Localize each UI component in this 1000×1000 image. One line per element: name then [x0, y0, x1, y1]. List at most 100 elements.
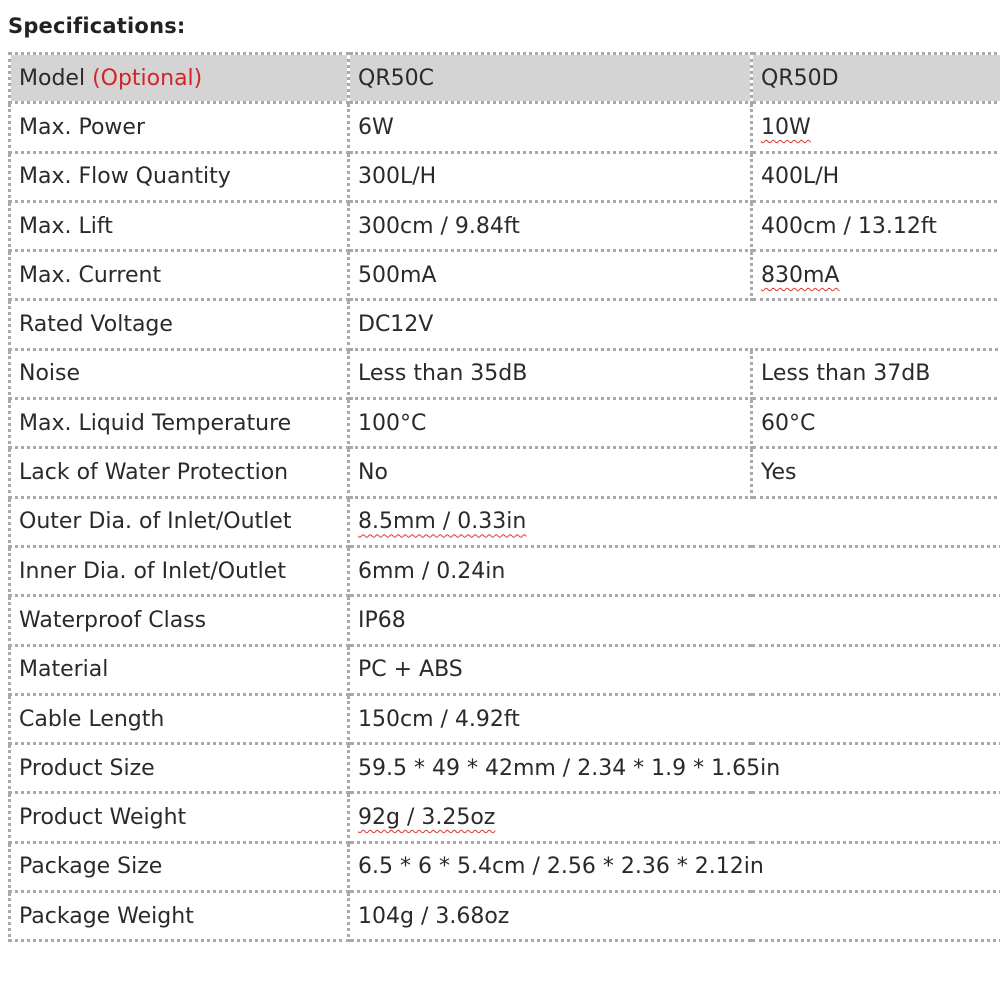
page-title: Specifications: — [8, 14, 186, 38]
spec-value-qr50c-text: 6W — [358, 114, 394, 140]
table-row: Cable Length 150cm / 4.92ft — [8, 692, 1000, 746]
spec-value: IP68 — [347, 594, 1000, 647]
spec-value-qr50d-text: 400L/H — [761, 164, 840, 190]
spec-value-qr50c-text: Less than 35dB — [358, 361, 528, 387]
table-row: Inner Dia. of Inlet/Outlet 6mm / 0.24in — [8, 544, 1000, 598]
spec-value-qr50c-text: 500mA — [358, 262, 437, 288]
spec-value-qr50c: No — [347, 446, 753, 499]
spec-label-text: Lack of Water Protection — [19, 460, 289, 486]
spec-label-text: Product Weight — [19, 805, 187, 831]
spec-label-text: Max. Flow Quantity — [19, 164, 231, 190]
optional-note: (Optional) — [92, 65, 203, 91]
spec-value-text: 92g / 3.25oz — [358, 805, 496, 831]
spec-label: Product Size — [8, 742, 350, 795]
spec-value-qr50c: Less than 35dB — [347, 347, 753, 401]
spec-value-text: 104g / 3.68oz — [358, 903, 510, 929]
spec-label-text: Rated Voltage — [19, 312, 173, 338]
spec-value-qr50d-text: 400cm / 13.12ft — [761, 213, 937, 239]
table-row: Rated Voltage DC12V — [8, 298, 1000, 351]
table-row: Max. Current 500mA 830mA — [8, 249, 1000, 302]
spec-value-qr50d-text: 830mA — [761, 262, 840, 288]
spec-label-text: Inner Dia. of Inlet/Outlet — [19, 558, 286, 584]
spec-value: 59.5 * 49 * 42mm / 2.34 * 1.9 * 1.65in — [347, 742, 1000, 795]
spec-value-text: 150cm / 4.92ft — [358, 706, 520, 732]
spec-label: Max. Power — [8, 101, 350, 154]
spec-label-text: Max. Lift — [19, 213, 113, 239]
spec-value-qr50c: 300L/H — [347, 150, 753, 203]
spec-value: 6mm / 0.24in — [347, 544, 1000, 598]
spec-label: Max. Liquid Temperature — [8, 397, 350, 450]
spec-value: PC + ABS — [347, 643, 1000, 696]
spec-value-qr50d-text: Yes — [761, 460, 797, 486]
table-row: Max. Power 6W 10W — [8, 101, 1000, 154]
spec-value-qr50d: 60°C — [750, 397, 1000, 450]
spec-value-qr50c-text: No — [358, 460, 388, 486]
spec-label-text: Package Weight — [19, 903, 194, 929]
spec-value-qr50c: 6W — [347, 101, 753, 154]
spec-value: DC12V — [347, 298, 1000, 351]
spec-value-qr50d-text: Less than 37dB — [761, 361, 931, 387]
spec-label: Waterproof Class — [8, 594, 350, 647]
spec-label: Material — [8, 643, 350, 696]
spec-label-text: Max. Power — [19, 114, 145, 140]
spec-value-qr50d-text: 60°C — [761, 410, 816, 436]
spec-label: Max. Current — [8, 249, 350, 302]
spec-label: Inner Dia. of Inlet/Outlet — [8, 544, 350, 598]
table-row: Outer Dia. of Inlet/Outlet 8.5mm / 0.33in — [8, 495, 1000, 548]
spec-label-text: Max. Current — [19, 262, 162, 288]
spec-value-qr50c: 100°C — [347, 397, 753, 450]
table-row: Noise Less than 35dB Less than 37dB — [8, 347, 1000, 401]
spec-value: 8.5mm / 0.33in — [347, 495, 1000, 548]
table-row: Package Weight 104g / 3.68oz — [8, 890, 1000, 943]
spec-label-text: Noise — [19, 361, 81, 387]
spec-label: Rated Voltage — [8, 298, 350, 351]
header-model: Model (Optional) — [8, 51, 350, 105]
table-row: Max. Lift 300cm / 9.84ft 400cm / 13.12ft — [8, 199, 1000, 253]
table-header-row: Model (Optional) QR50C QR50D — [8, 51, 1000, 105]
table-row: Package Size 6.5 * 6 * 5.4cm / 2.56 * 2.3… — [8, 840, 1000, 894]
spec-label: Package Weight — [8, 890, 350, 943]
spec-label-text: Product Size — [19, 755, 155, 781]
spec-label: Outer Dia. of Inlet/Outlet — [8, 495, 350, 548]
spec-value-qr50d: 830mA — [750, 249, 1000, 302]
spec-label-text: Package Size — [19, 854, 163, 880]
spec-value-qr50d: 400cm / 13.12ft — [750, 199, 1000, 253]
spec-value-text: 59.5 * 49 * 42mm / 2.34 * 1.9 * 1.65in — [358, 755, 781, 781]
table-row: Product Size 59.5 * 49 * 42mm / 2.34 * 1.… — [8, 742, 1000, 795]
spec-value-qr50d: Less than 37dB — [750, 347, 1000, 401]
spec-label-text: Outer Dia. of Inlet/Outlet — [19, 509, 292, 535]
spec-label-text: Max. Liquid Temperature — [19, 410, 292, 436]
spec-label: Max. Flow Quantity — [8, 150, 350, 203]
spec-label-text: Cable Length — [19, 706, 165, 732]
spec-value-qr50c-text: 100°C — [358, 410, 427, 436]
header-label: Model — [19, 65, 86, 91]
table-row: Max. Liquid Temperature 100°C 60°C — [8, 397, 1000, 450]
spec-label: Package Size — [8, 840, 350, 894]
table-row: Waterproof Class IP68 — [8, 594, 1000, 647]
header-qr50c: QR50C — [347, 51, 753, 105]
table-row: Material PC + ABS — [8, 643, 1000, 696]
table-row: Max. Flow Quantity 300L/H 400L/H — [8, 150, 1000, 203]
spec-label: Cable Length — [8, 692, 350, 746]
spec-value: 92g / 3.25oz — [347, 791, 1000, 844]
spec-value-text: 8.5mm / 0.33in — [358, 509, 527, 535]
spec-value-qr50c-text: 300cm / 9.84ft — [358, 213, 520, 239]
spec-value-text: DC12V — [358, 312, 434, 338]
spec-label-text: Waterproof Class — [19, 607, 207, 633]
spec-label: Product Weight — [8, 791, 350, 844]
spec-value-text: 6.5 * 6 * 5.4cm / 2.56 * 2.36 * 2.12in — [358, 854, 764, 880]
table-row: Lack of Water Protection No Yes — [8, 446, 1000, 499]
spec-label-text: Material — [19, 657, 109, 683]
spec-value-qr50c: 300cm / 9.84ft — [347, 199, 753, 253]
spec-value-text: IP68 — [358, 607, 406, 633]
spec-value-qr50c: 500mA — [347, 249, 753, 302]
spec-label: Lack of Water Protection — [8, 446, 350, 499]
header-qr50d: QR50D — [750, 51, 1000, 105]
specifications-table: Model (Optional) QR50C QR50D Max. Power 6… — [8, 51, 1000, 943]
spec-value: 150cm / 4.92ft — [347, 692, 1000, 746]
spec-value-text: 6mm / 0.24in — [358, 558, 506, 584]
spec-value-qr50d: Yes — [750, 446, 1000, 499]
table-row: Product Weight 92g / 3.25oz — [8, 791, 1000, 844]
spec-value-qr50d-text: 10W — [761, 114, 811, 140]
spec-label: Max. Lift — [8, 199, 350, 253]
